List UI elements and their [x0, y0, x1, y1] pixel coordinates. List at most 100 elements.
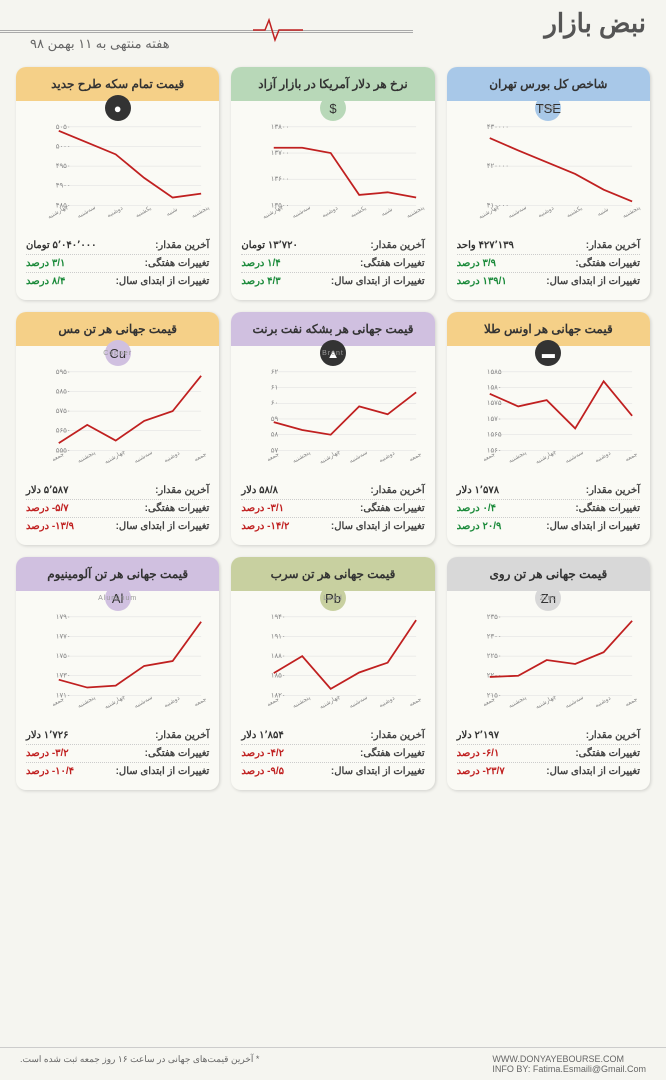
svg-text:جمعه: جمعه: [193, 451, 208, 463]
card-title: قیمت جهانی هر تن روی: [489, 567, 607, 581]
card-title: قیمت جهانی هر تن آلومینیوم: [47, 567, 188, 581]
stat-label: تغییرات هفتگی:: [360, 503, 425, 514]
stat-value: ۴/۲- درصد: [241, 748, 284, 759]
stat-label: تغییرات هفتگی:: [360, 258, 425, 269]
header-line2: [0, 32, 413, 33]
svg-text:پنجشنبه: پنجشنبه: [292, 695, 312, 710]
stat-value: ۳/۲- درصد: [26, 748, 69, 759]
svg-text:چهارشنبه: چهارشنبه: [319, 693, 342, 711]
svg-text:۶۱: ۶۱: [271, 385, 278, 392]
stat-value: ۳/۱- درصد: [241, 503, 284, 514]
svg-text:پنجشنبه: پنجشنبه: [508, 450, 528, 465]
stat-label: آخرین مقدار:: [586, 730, 640, 741]
stat-label: تغییرات هفتگی:: [575, 258, 640, 269]
stat-row: تغییرات از ابتدای سال: ۲۰/۹ درصد: [457, 518, 640, 535]
svg-text:دوشنبه: دوشنبه: [379, 695, 397, 709]
svg-text:دوشنبه: دوشنبه: [106, 205, 124, 219]
stat-value: ۱/۴ درصد: [241, 258, 280, 269]
footer-info: INFO BY: Fatima.Esmaili@Gmail.Com: [492, 1064, 646, 1074]
footer-left: WWW.DONYAYEBOURSE.COM INFO BY: Fatima.Es…: [492, 1054, 646, 1074]
pulse-icon: [253, 15, 303, 45]
svg-text:جمعه: جمعه: [409, 696, 424, 708]
card-title: نرخ هر دلار آمریکا در بازار آزاد: [258, 77, 408, 91]
card-icon: ▬: [535, 340, 561, 366]
stat-row: آخرین مقدار:۵٬۵۸۷ دلار: [26, 482, 209, 500]
svg-text:جمعه: جمعه: [266, 451, 281, 463]
stat-label: تغییرات از ابتدای سال:: [546, 766, 640, 777]
stat-value: ۴/۳ درصد: [241, 276, 280, 287]
svg-text:جمعه: جمعه: [624, 696, 639, 708]
svg-text:سه‌شنبه: سه‌شنبه: [564, 695, 584, 710]
svg-text:۲۳۰۰: ۲۳۰۰: [486, 633, 501, 640]
svg-text:۶۰: ۶۰: [271, 400, 278, 407]
svg-text:پنجشنبه: پنجشنبه: [508, 695, 528, 710]
svg-text:چهارشنبه: چهارشنبه: [534, 693, 557, 711]
stat-value: ۳/۹ درصد: [457, 258, 496, 269]
card-stats: آخرین مقدار:۱۳٬۷۲۰ تومان تغییرات هفتگی: ۱/…: [231, 231, 434, 300]
stat-value: ۸/۴ درصد: [26, 276, 65, 287]
svg-text:دوشنبه: دوشنبه: [537, 205, 555, 219]
svg-text:شنبه: شنبه: [166, 207, 179, 218]
svg-text:۲۲۵۰: ۲۲۵۰: [486, 653, 501, 660]
svg-text:۱۳۷۰۰: ۱۳۷۰۰: [271, 150, 289, 157]
stat-label: آخرین مقدار:: [155, 730, 209, 741]
stat-row: آخرین مقدار:۱۳٬۷۲۰ تومان: [241, 237, 424, 255]
svg-text:دوشنبه: دوشنبه: [379, 450, 397, 464]
stat-value: ۲٬۱۹۷ دلار: [457, 730, 499, 741]
stat-label: آخرین مقدار:: [370, 240, 424, 251]
svg-text:پنجشنبه: پنجشنبه: [77, 695, 97, 710]
stat-row: تغییرات از ابتدای سال:۱۳۹/۱ درصد: [457, 273, 640, 290]
svg-text:۵۶۵۰: ۵۶۵۰: [56, 428, 71, 435]
svg-text:دوشنبه: دوشنبه: [594, 695, 612, 709]
card-stats: آخرین مقدار:۲٬۱۹۷ دلارتغییرات هفتگی:۶/۱-…: [447, 721, 650, 790]
svg-text:سه‌شنبه: سه‌شنبه: [77, 205, 97, 220]
card-stats: آخرین مقدار:۵۸/۸ دلار تغییرات هفتگی: ۳/۱- …: [231, 476, 434, 545]
stat-row: تغییرات از ابتدای سال:۱۳/۹- درصد: [26, 518, 209, 535]
stat-value: ۵۸/۸ دلار: [241, 485, 278, 496]
card-title: قیمت تمام سکه طرح جدید: [51, 77, 184, 91]
svg-text:۵۷۵۰: ۵۷۵۰: [56, 408, 71, 415]
svg-text:۵۸: ۵۸: [271, 432, 279, 439]
svg-text:جمعه: جمعه: [624, 451, 639, 463]
stat-value: ۳/۱ درصد: [26, 258, 65, 269]
card-title: قیمت جهانی هر تن سرب: [271, 567, 396, 581]
market-card: قیمت جهانی هر تن آلومینیومAlAluminum۱۷۱۰…: [16, 557, 219, 790]
stat-label: تغییرات از ابتدای سال:: [116, 521, 210, 532]
svg-text:۵۹۵۰: ۵۹۵۰: [56, 369, 71, 376]
stat-row: تغییرات هفتگی:۵/۷- درصد: [26, 500, 209, 518]
stat-row: تغییرات از ابتدای سال: ۸/۴ درصد: [26, 273, 209, 290]
stat-label: آخرین مقدار:: [586, 485, 640, 496]
stat-value: ۱٬۸۵۴ دلار: [241, 730, 283, 741]
card-title: قیمت جهانی هر اونس طلا: [484, 322, 613, 336]
stat-label: تغییرات از ابتدای سال:: [546, 521, 640, 532]
svg-text:۵۰۰۰: ۵۰۰۰: [56, 143, 71, 150]
stat-row: تغییرات هفتگی:۳/۱ درصد: [26, 255, 209, 273]
card-icon-label: Lead: [323, 595, 343, 602]
stat-label: تغییرات از ابتدای سال:: [331, 766, 425, 777]
stat-label: تغییرات از ابتدای سال:: [116, 766, 210, 777]
svg-text:سه‌شنبه: سه‌شنبه: [349, 450, 369, 465]
stat-value: ۱٬۵۷۸ دلار: [457, 485, 499, 496]
svg-text:سه‌شنبه: سه‌شنبه: [507, 205, 527, 220]
stat-value: ۲۰/۹ درصد: [457, 521, 502, 532]
stat-row: آخرین مقدار:۱٬۷۲۶ دلار: [26, 727, 209, 745]
stat-label: تغییرات از ابتدای سال:: [331, 521, 425, 532]
svg-text:جمعه: جمعه: [193, 696, 208, 708]
stat-row: آخرین مقدار:۵۸/۸ دلار: [241, 482, 424, 500]
card-title: قیمت جهانی هر بشکه نفت برنت: [253, 322, 414, 336]
card-icon-label: Brent: [322, 350, 344, 357]
svg-text:۱۷۷۰: ۱۷۷۰: [56, 633, 71, 640]
card-stats: آخرین مقدار: ۱٬۵۷۸ دلار تغییرات هفتگی: ۰/۴ …: [447, 476, 650, 545]
market-card: شاخص کل بورس تهرانTSETSE۴۱۰۰۰۰۴۲۰۰۰۰۴۳۰۰…: [447, 67, 650, 300]
stat-label: تغییرات هفتگی:: [575, 503, 640, 514]
market-card: قیمت تمام سکه طرح جدید●۴۸۵۰۴۹۰۰۴۹۵۰۵۰۰۰۵…: [16, 67, 219, 300]
svg-text:۴۲۰۰۰۰: ۴۲۰۰۰۰: [486, 163, 508, 170]
card-stats: آخرین مقدار:۱٬۷۲۶ دلارتغییرات هفتگی:۳/۲-…: [16, 721, 219, 790]
card-title: شاخص کل بورس تهران: [489, 77, 607, 91]
stat-label: تغییرات از ابتدای سال:: [116, 276, 210, 287]
svg-text:جمعه: جمعه: [409, 451, 424, 463]
stat-row: تغییرات از ابتدای سال:۹/۵- درصد: [241, 763, 424, 780]
stat-value: ۰/۴ درصد: [457, 503, 496, 514]
svg-text:یکشنبه: یکشنبه: [565, 205, 583, 220]
card-stats: آخرین مقدار:۵٬۵۸۷ دلارتغییرات هفتگی:۵/۷-…: [16, 476, 219, 545]
